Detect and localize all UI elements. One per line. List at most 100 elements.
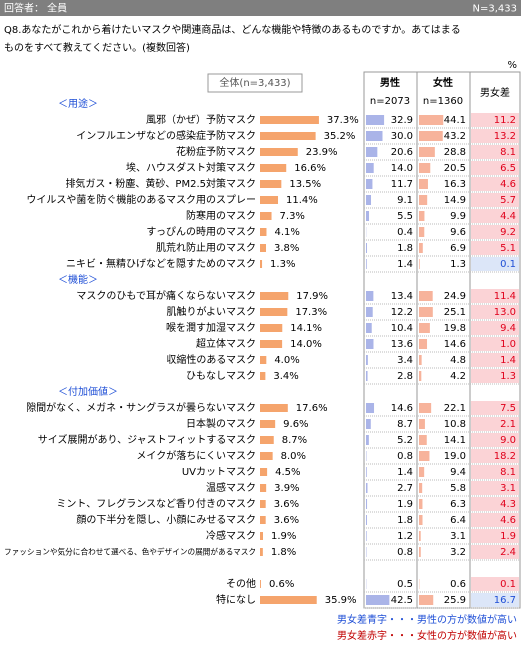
question-line: ものをすべて教えてください。(複数回答) — [4, 41, 190, 54]
female-value: 14.6 — [444, 339, 466, 350]
male-value: 8.7 — [397, 419, 413, 430]
total-value: 7.3% — [280, 211, 305, 222]
total-bar — [260, 148, 298, 156]
total-bar — [260, 260, 262, 268]
male-bar — [366, 211, 369, 221]
female-bar — [419, 595, 433, 605]
total-value: 35.9% — [325, 595, 357, 606]
male-value: 13.4 — [391, 291, 413, 302]
total-value: 4.0% — [274, 355, 299, 366]
total-bar — [260, 548, 263, 556]
female-bar — [419, 131, 443, 141]
male-value: 42.5 — [391, 595, 413, 606]
section-title: ＜機能＞ — [58, 273, 98, 286]
total-header: 全体(n=3,433) — [219, 76, 290, 89]
female-value: 43.2 — [444, 131, 466, 142]
row-label: ひもなしマスク — [186, 370, 256, 382]
diff-value: 9.2 — [500, 227, 516, 238]
row-label: ニキビ・無精ひげなどを隠すためのマスク — [66, 257, 256, 270]
total-bar — [260, 212, 272, 220]
row-label: 喉を潤す加湿マスク — [166, 322, 256, 334]
female-value: 19.8 — [444, 323, 466, 334]
female-value: 9.6 — [450, 227, 466, 238]
female-value: 6.4 — [450, 515, 466, 526]
row-label: 花粉症予防マスク — [176, 145, 256, 158]
female-header: 女性 — [433, 76, 453, 89]
diff-value: 1.3 — [500, 371, 516, 382]
total-value: 3.8% — [274, 243, 299, 254]
total-bar — [260, 516, 266, 524]
female-value: 1.3 — [450, 259, 466, 270]
total-value: 1.8% — [271, 547, 296, 558]
male-bar — [366, 243, 367, 253]
female-bar — [419, 419, 425, 429]
female-value: 4.8 — [450, 355, 466, 366]
total-bar — [260, 596, 317, 604]
row-label: ミント、フレグランスなど香り付きのマスク — [56, 497, 256, 510]
total-value: 1.9% — [271, 531, 296, 542]
section-title: ＜用途＞ — [58, 97, 98, 110]
male-value: 13.6 — [391, 339, 413, 350]
diff-value: 7.5 — [500, 403, 516, 414]
male-value: 2.8 — [397, 371, 413, 382]
female-value: 9.4 — [450, 467, 466, 478]
row-label: マスクのひもで耳が痛くならないマスク — [76, 289, 256, 302]
diff-value: 2.4 — [500, 547, 516, 558]
row-label: UVカットマスク — [182, 466, 256, 478]
male-value: 30.0 — [391, 131, 413, 142]
header-bar — [0, 0, 521, 16]
diff-value: 1.0 — [500, 339, 516, 350]
total-bar — [260, 484, 266, 492]
male-bar — [366, 291, 373, 301]
female-bar — [419, 483, 422, 493]
total-bar — [260, 436, 274, 444]
male-value: 1.4 — [397, 259, 413, 270]
total-bar — [260, 404, 288, 412]
female-value: 10.8 — [444, 419, 466, 430]
total-value: 13.5% — [289, 179, 321, 190]
male-bar — [366, 195, 371, 205]
total-bar — [260, 324, 282, 332]
female-value: 3.2 — [450, 547, 466, 558]
male-value: 1.4 — [397, 467, 413, 478]
female-bar — [419, 259, 420, 269]
female-value: 20.5 — [444, 163, 466, 174]
female-value: 5.8 — [450, 483, 466, 494]
male-value: 2.7 — [397, 483, 413, 494]
total-bar — [260, 356, 266, 364]
total-value: 8.0% — [281, 451, 306, 462]
male-bar — [366, 371, 368, 381]
male-bar — [366, 435, 369, 445]
total-value: 35.2% — [324, 131, 356, 142]
female-value: 6.9 — [450, 243, 466, 254]
male-bar — [366, 515, 367, 525]
diff-value: 8.1 — [500, 147, 516, 158]
male-value: 1.8 — [397, 243, 413, 254]
female-bar — [419, 227, 424, 237]
diff-value: 4.6 — [500, 179, 516, 190]
total-bar — [260, 308, 287, 316]
total-bar — [260, 500, 266, 508]
male-value: 9.1 — [397, 195, 413, 206]
row-label: 肌荒れ防止用のマスク — [156, 241, 256, 254]
diff-value: 5.7 — [500, 195, 516, 206]
diff-value: 9.4 — [500, 323, 516, 334]
male-value: 0.5 — [397, 579, 413, 590]
male-value: 12.2 — [391, 307, 413, 318]
total-value: 11.4% — [286, 195, 318, 206]
male-bar — [366, 467, 367, 477]
male-value: 32.9 — [391, 115, 413, 126]
female-value: 22.1 — [444, 403, 466, 414]
row-label: ファッションや気分に合わせて選べる、色やデザインの展開があるマスク — [4, 547, 256, 557]
male-value: 0.8 — [397, 547, 413, 558]
row-label: 防寒用のマスク — [186, 209, 256, 222]
male-value: 0.8 — [397, 451, 413, 462]
female-bar — [419, 179, 428, 189]
male-value: 1.2 — [397, 531, 413, 542]
male-bar — [366, 147, 377, 157]
male-bar — [366, 163, 374, 173]
female-n: n=1360 — [423, 96, 463, 107]
total-bar — [260, 340, 282, 348]
male-bar — [366, 259, 367, 269]
row-label: すっぴんの時用のマスク — [146, 226, 256, 238]
